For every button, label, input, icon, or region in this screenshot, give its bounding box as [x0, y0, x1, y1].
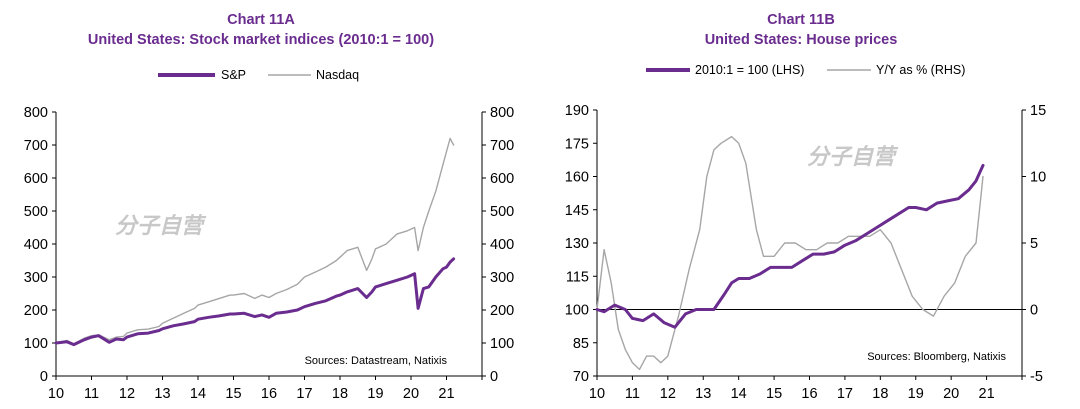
chart-a-ytick-left-label: 500	[24, 204, 48, 220]
chart-b-title: Chart 11B	[767, 12, 835, 28]
chart-b-source: Sources: Bloomberg, Natixis	[867, 351, 1006, 363]
chart-b-xtick-label: 21	[979, 386, 995, 402]
chart-a-xtick-label: 16	[261, 386, 277, 402]
chart-b-xtick-label: 13	[695, 386, 711, 402]
chart-a-xtick-label: 14	[190, 386, 206, 402]
chart-a-xtick-label: 12	[119, 386, 135, 402]
chart-b-ytick-left-label: 145	[565, 203, 589, 219]
legend-a-nasdaq-label: Nasdaq	[316, 68, 359, 82]
chart-b-series-secondary-line	[596, 135, 984, 371]
chart-a-ytick-right-label: 600	[490, 171, 514, 187]
chart-b-xtick-label: 12	[660, 386, 676, 402]
chart-b-ytick-left-label: 160	[565, 170, 589, 186]
watermark-a: 分子自营	[115, 214, 207, 239]
chart-a-ytick-left-label: 100	[24, 336, 48, 352]
chart-b-ytick-left-label: 100	[565, 303, 589, 319]
chart-a-ytick-left-label: 800	[24, 105, 48, 121]
chart-a-xtick-label: 15	[225, 386, 241, 402]
chart-a-xtick-label: 18	[332, 386, 348, 402]
chart-a-ytick-left-label: 300	[24, 270, 48, 286]
chart-b-ytick-left-label: 190	[565, 103, 589, 119]
chart-b-ytick-right-label: 10	[1030, 170, 1046, 186]
chart-b-xtick-label: 11	[625, 386, 640, 402]
chart-a-xtick-label: 17	[296, 386, 312, 402]
watermark-b: 分子自营	[807, 145, 899, 170]
legend-a-sp-label: S&P	[221, 68, 246, 82]
chart-a-xtick-label: 10	[48, 386, 64, 402]
chart-a-ytick-left-label: 200	[24, 303, 48, 319]
chart-a-xtick-label: 19	[367, 386, 383, 402]
chart-b-series-primary-line	[595, 163, 985, 329]
chart-a-series-primary-line	[54, 257, 456, 347]
chart-b-xtick-label: 15	[766, 386, 782, 402]
chart-b-xtick-label: 10	[589, 386, 605, 402]
chart-a-ytick-right-label: 100	[490, 336, 514, 352]
chart-a-title: Chart 11A	[227, 12, 295, 28]
plot-layer: 0100200300400500600700800010020030040050…	[24, 103, 1046, 402]
legend-b-index-label: 2010:1 = 100 (LHS)	[695, 63, 804, 77]
chart-b-xtick-label: 18	[872, 386, 888, 402]
chart-a-ytick-left-label: 0	[40, 369, 48, 385]
chart-a-ytick-right-label: 200	[490, 303, 514, 319]
chart-a-ytick-left-label: 400	[24, 237, 48, 253]
chart-b-xtick-label: 14	[731, 386, 747, 402]
chart-b-ytick-left-label: 115	[566, 269, 589, 285]
chart-a-ytick-left-label: 700	[24, 138, 48, 154]
chart-a-ytick-right-label: 400	[490, 237, 514, 253]
chart-b-ytick-left-label: 175	[565, 136, 589, 152]
chart-a-ytick-right-label: 800	[490, 105, 514, 121]
chart-b-ytick-right-label: 15	[1030, 103, 1046, 119]
chart-a-xtick-label: 11	[84, 386, 99, 402]
chart-b-ytick-left-label: 130	[565, 236, 589, 252]
chart-b-xtick-label: 16	[801, 386, 817, 402]
chart-b-xtick-label: 17	[837, 386, 853, 402]
chart-a-ytick-right-label: 500	[490, 204, 514, 220]
chart-b-xtick-label: 19	[908, 386, 924, 402]
chart-a-ytick-left-label: 600	[24, 171, 48, 187]
chart-b-xtick-label: 20	[943, 386, 959, 402]
legend-b-yoy-label: Y/Y as % (RHS)	[876, 63, 965, 77]
chart-a-xtick-label: 21	[438, 386, 454, 402]
chart-b-ytick-right-label: 0	[1030, 303, 1038, 319]
chart-b-ytick-left-label: 85	[573, 336, 589, 352]
chart-a-ytick-right-label: 300	[490, 270, 514, 286]
chart-b-ytick-right-label: -5	[1030, 369, 1043, 385]
chart-a-ytick-right-label: 0	[490, 369, 498, 385]
chart-a-xtick-label: 13	[154, 386, 170, 402]
chart-b-ytick-right-label: 5	[1030, 236, 1038, 252]
chart-a-subtitle: United States: Stock market indices (201…	[88, 32, 434, 48]
chart-b-ytick-left-label: 70	[573, 369, 589, 385]
chart-a-xtick-label: 20	[403, 386, 419, 402]
chart-a-series-secondary-line	[55, 137, 455, 345]
chart-a-ytick-right-label: 700	[490, 138, 514, 154]
chart-b-subtitle: United States: House prices	[705, 32, 898, 48]
chart-a-source: Sources: Datastream, Natixis	[305, 355, 448, 367]
